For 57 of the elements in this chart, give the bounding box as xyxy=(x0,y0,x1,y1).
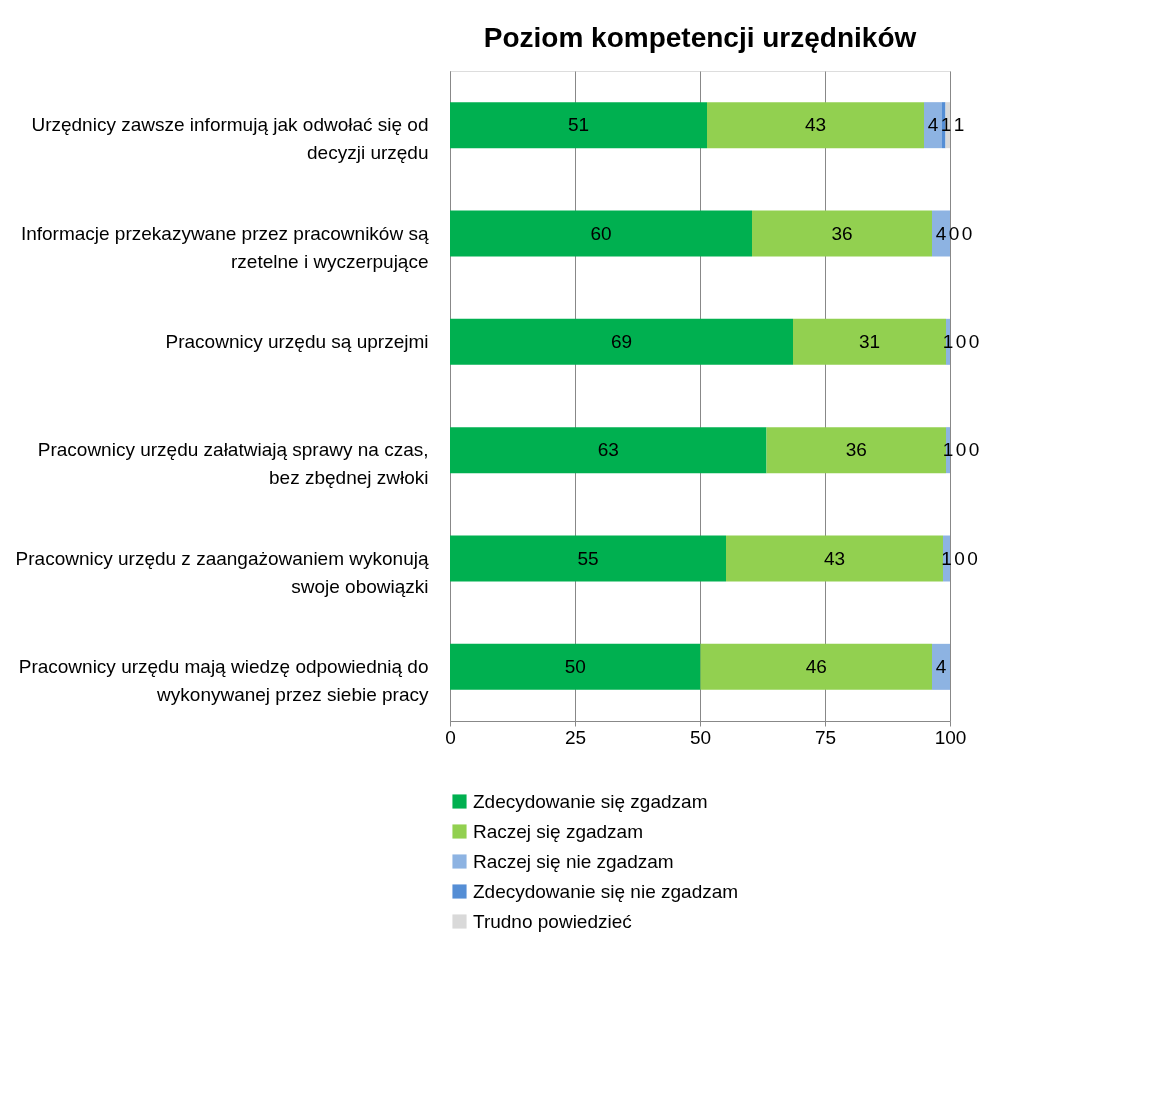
data-label: 69 xyxy=(610,330,633,352)
bar xyxy=(450,318,793,365)
data-label: 0 xyxy=(968,439,980,461)
bar xyxy=(707,102,924,149)
y-tick-label: Pracownicy urzędu załatwiają sprawy na czas, bez zbędnej zwłoki xyxy=(37,439,429,489)
x-tick-label: 50 xyxy=(689,726,712,748)
y-tick-label: Informacje przekazywane przez pracowników są rzetelne i wyczerpujące xyxy=(20,222,429,272)
data-label: 0 xyxy=(948,222,960,244)
x-tick-label: 25 xyxy=(564,726,587,748)
bar xyxy=(932,643,950,690)
data-label: 1 xyxy=(953,114,965,136)
bar xyxy=(726,535,943,582)
bar xyxy=(932,210,950,257)
legend-label: Zdecydowanie się zgadzam xyxy=(473,790,708,812)
data-label: 43 xyxy=(823,547,846,569)
y-tick-label: Pracownicy urzędu są uprzejmi xyxy=(165,330,429,352)
chart-title: Poziom kompetencji urzędników xyxy=(483,22,917,53)
data-label: 1 xyxy=(940,114,952,136)
legend-label: Raczej się zgadzam xyxy=(473,820,644,842)
legend-label: Trudno powiedzieć xyxy=(473,910,632,932)
data-label: 50 xyxy=(564,655,586,677)
data-label: 0 xyxy=(968,330,980,352)
x-tick-label: 100 xyxy=(934,726,967,748)
data-label: 0 xyxy=(967,547,978,569)
data-label: 31 xyxy=(858,330,881,352)
bar xyxy=(450,210,752,257)
data-label: 36 xyxy=(845,439,867,461)
data-label: 60 xyxy=(590,222,612,244)
data-label: 4 xyxy=(935,655,947,677)
bar xyxy=(793,318,946,365)
bar xyxy=(450,535,726,582)
x-tick-label: 0 xyxy=(445,726,456,748)
y-tick-label: Pracownicy urzędu mają wiedzę odpowiednią do wykonywanej przez siebie pracy xyxy=(18,655,429,705)
data-label: 4 xyxy=(927,114,939,136)
bar xyxy=(752,210,932,257)
bar xyxy=(450,643,701,690)
y-tick-label: Urzędnicy zawsze informują jak odwołać się od decyzji urzędu xyxy=(31,114,429,164)
data-label: 0 xyxy=(955,330,967,352)
data-label: 43 xyxy=(804,114,827,136)
data-label: 36 xyxy=(831,222,853,244)
y-tick-label: Pracownicy urzędu z zaangażowaniem wykonują swoje obowiązki xyxy=(15,547,429,597)
legend-label: Raczej się nie zgadzam xyxy=(473,850,674,872)
bar xyxy=(700,643,932,690)
bar xyxy=(766,427,946,474)
data-label: 51 xyxy=(567,114,590,136)
bar xyxy=(450,427,767,474)
bar xyxy=(450,102,707,149)
x-tick-label: 75 xyxy=(814,726,837,748)
data-label: 0 xyxy=(961,222,973,244)
data-label: 0 xyxy=(954,547,965,569)
legend-label: Zdecydowanie się nie zgadzam xyxy=(473,880,739,902)
data-label: 63 xyxy=(597,439,619,461)
data-label: 0 xyxy=(955,439,967,461)
data-label: 4 xyxy=(935,222,947,244)
bar xyxy=(924,102,942,149)
data-label: 55 xyxy=(577,547,599,569)
data-label: 46 xyxy=(805,655,827,677)
